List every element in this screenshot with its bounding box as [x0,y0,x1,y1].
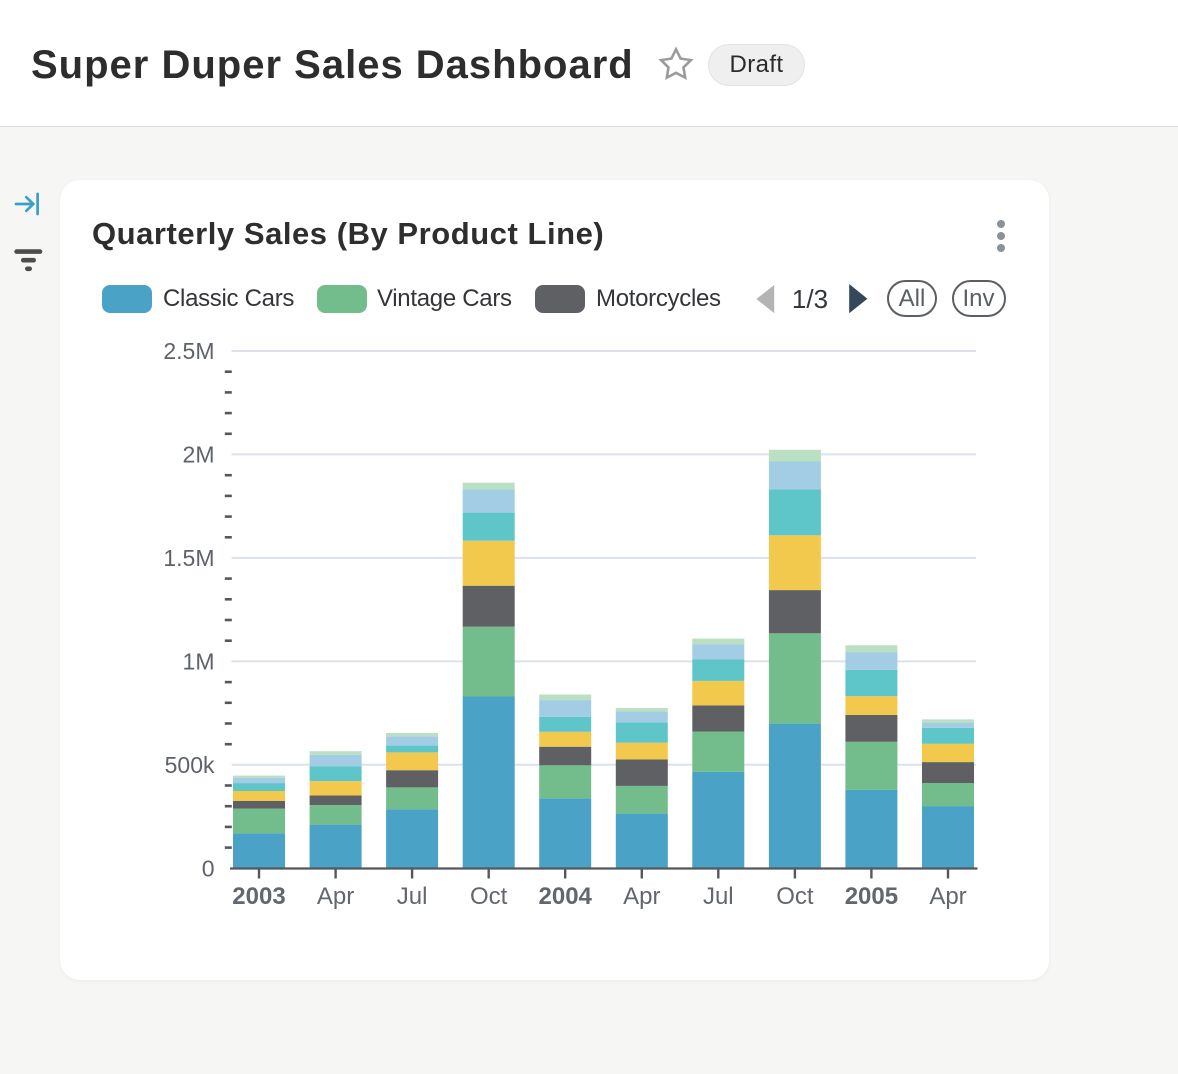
svg-text:Apr: Apr [929,883,966,910]
svg-text:Apr: Apr [623,883,660,910]
svg-text:Jul: Jul [397,883,428,910]
svg-text:1M: 1M [183,648,215,674]
svg-text:2003: 2003 [232,883,285,910]
svg-text:2.5M: 2.5M [163,338,214,364]
svg-text:Apr: Apr [317,883,354,910]
svg-text:1.5M: 1.5M [163,545,214,571]
svg-text:0: 0 [202,855,215,881]
svg-text:2004: 2004 [539,883,593,910]
svg-text:2005: 2005 [845,883,898,910]
svg-text:Oct: Oct [470,883,508,910]
svg-text:2M: 2M [183,441,215,467]
svg-text:500k: 500k [165,752,215,778]
svg-text:Oct: Oct [776,883,814,910]
svg-text:Jul: Jul [703,883,734,910]
